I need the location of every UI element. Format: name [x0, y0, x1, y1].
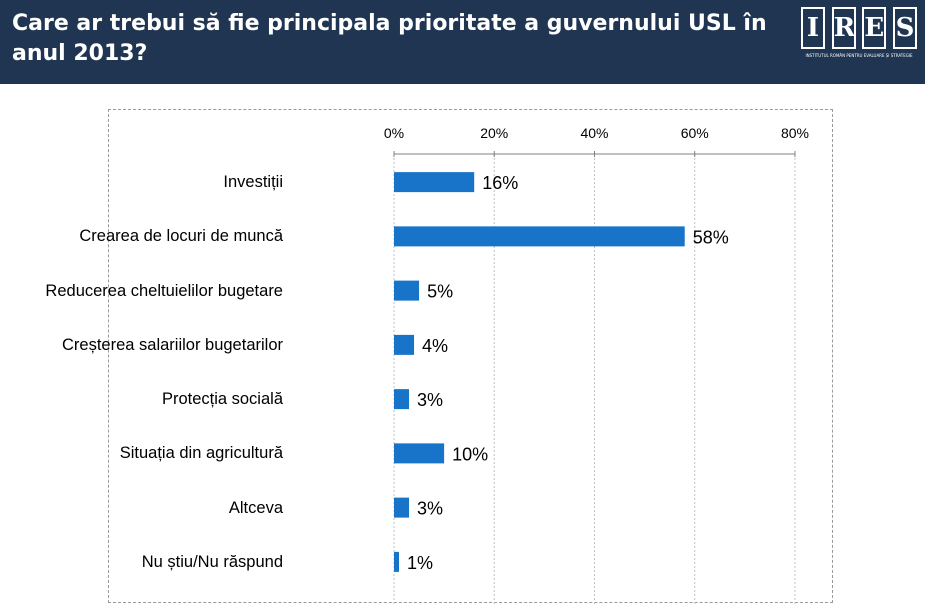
value-label: 10%	[452, 444, 488, 464]
logo-letter-s: S	[892, 7, 917, 49]
ires-logo: I R E S INSTITUTUL ROMÂN PENTRU EVALUARE…	[801, 6, 917, 62]
tick-label: 80%	[781, 125, 809, 141]
bar	[394, 443, 445, 464]
category-label: Reducerea cheltuielilor bugetare	[45, 281, 283, 300]
value-label: 1%	[407, 553, 433, 573]
tick-label: 60%	[681, 125, 709, 141]
bar-chart: 0% 20% 40% 60% 80% 16% 58% 5% 4% 3% 10% 3% 1%	[384, 125, 809, 604]
value-label: 16%	[482, 173, 518, 193]
value-label: 58%	[693, 227, 729, 247]
category-label: Investiții	[223, 173, 283, 192]
logo-letter-e: E	[862, 7, 887, 49]
value-label: 5%	[427, 282, 453, 302]
value-label: 3%	[417, 390, 443, 410]
tick-label: 40%	[580, 125, 608, 141]
category-label: Creșterea salariilor bugetarilor	[61, 335, 283, 354]
category-label: Situația din agricultură	[119, 444, 283, 463]
category-label: Protecția socială	[161, 390, 283, 409]
bar	[394, 280, 420, 301]
page-title: Care ar trebui să fie principala priorit…	[12, 11, 767, 66]
bar	[394, 334, 415, 355]
tick-label: 20%	[480, 125, 508, 141]
logo-subtitle: INSTITUTUL ROMÂN PENTRU EVALUARE ȘI STRA…	[805, 53, 913, 58]
category-label: Nu știu/Nu răspund	[141, 552, 283, 571]
tick-label: 0%	[384, 125, 404, 141]
value-label: 3%	[417, 499, 443, 519]
chart-frame: 0% 20% 40% 60% 80% 16% 58% 5% 4% 3% 10% 3% 1% Invest…	[45, 109, 833, 604]
logo-letter-i: I	[801, 7, 825, 49]
bar	[394, 172, 475, 193]
bar	[394, 497, 410, 518]
category-label: Crearea de locuri de muncă	[79, 227, 283, 246]
category-label: Altceva	[228, 498, 283, 517]
bar	[394, 226, 685, 247]
value-label: 4%	[422, 336, 448, 356]
bar	[394, 389, 410, 410]
logo-letters: I R E S	[801, 6, 917, 50]
bar	[394, 551, 400, 572]
logo-letter-r: R	[831, 7, 856, 49]
header-bar: Care ar trebui să fie principala priorit…	[0, 0, 925, 84]
